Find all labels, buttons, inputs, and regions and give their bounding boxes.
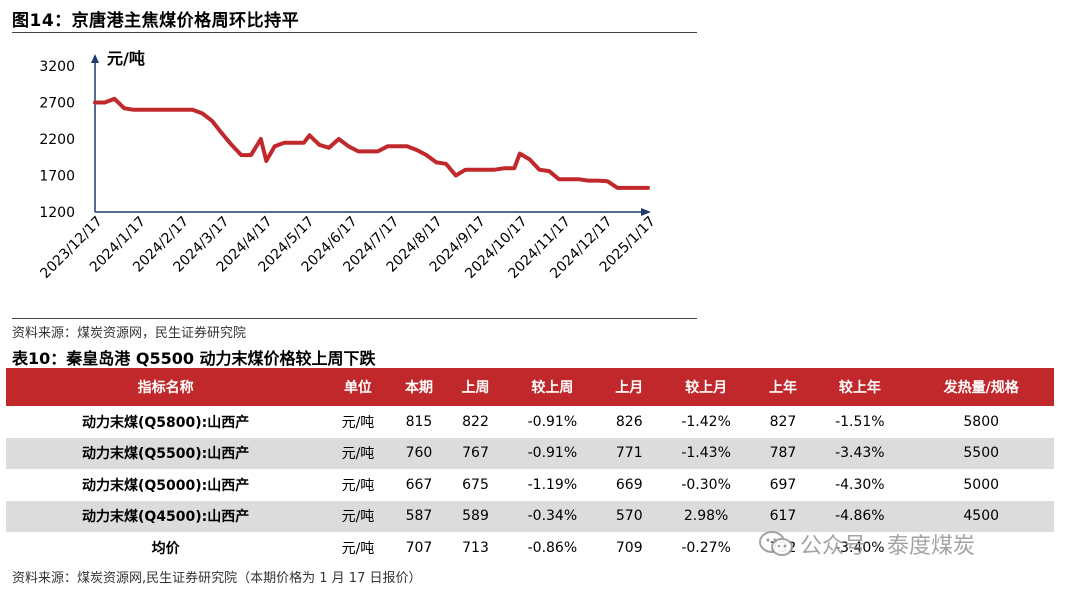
table-cell: 767 — [447, 437, 504, 469]
table-cell: 827 — [769, 413, 797, 430]
table-cell: -0.86% — [527, 539, 578, 556]
table-cell: 709 — [615, 539, 643, 556]
table-cell: 5500 — [908, 437, 1054, 469]
table-row: 动力末煤(Q5000):山西产 元/吨 667 675 -1.19% 669 -0.30% 6… — [6, 469, 1054, 501]
row-label-cell: 动力末煤(Q5800):山西产 — [81, 414, 250, 431]
table-cell: 5000 — [963, 476, 1000, 493]
price-line-chart: 元/吨120017002200270032002023/12/172024/1/… — [37, 49, 658, 282]
table-header-row: 指标名称 单位 本期 上周 较上周 上月 较上月 上年 较上年 发热量/规格 — [6, 368, 1054, 406]
table-cell: 697 — [769, 476, 797, 493]
watermark: 公众号 · 泰度煤炭 — [758, 528, 975, 560]
column-header: 发热量/规格 — [908, 368, 1054, 406]
column-header: 较上年 — [811, 368, 909, 406]
column-header: 指标名称 — [6, 368, 326, 406]
y-tick-label: 2200 — [39, 132, 75, 148]
row-label-cell: 动力末煤(Q5000):山西产 — [81, 477, 250, 494]
row-label-cell: 动力末煤(Q5500):山西产 — [6, 437, 326, 469]
table-cell: 675 — [462, 476, 489, 493]
table-cell: 元/吨 — [341, 540, 375, 557]
table-cell: -1.42% — [681, 413, 731, 430]
table-cell: 822 — [462, 413, 489, 430]
table-cell: 元/吨 — [325, 500, 391, 532]
table-cell: 713 — [462, 539, 489, 556]
table-cell: 760 — [390, 437, 448, 469]
table-cell: -0.30% — [681, 476, 731, 493]
table-cell: 787 — [754, 437, 812, 469]
table-cell: -0.91% — [527, 413, 578, 430]
y-tick-label: 1700 — [39, 169, 75, 185]
table-body: 动力末煤(Q5800):山西产 元/吨 815 822 -0.91% 826 -1.42% 8… — [6, 406, 1054, 564]
column-header: 本期 — [390, 368, 448, 406]
table-cell: -3.40% — [835, 539, 885, 556]
column-header: 上年 — [754, 368, 812, 406]
column-header: 较上月 — [657, 368, 755, 406]
price-table: 指标名称 单位 本期 上周 较上周 上月 较上月 上年 较上年 发热量/规格 动力末煤(Q5800… — [6, 368, 1054, 564]
table-cell: 587 — [390, 500, 448, 532]
price-series-line — [93, 96, 650, 190]
table-cell: 617 — [754, 500, 812, 532]
figure-title: 图14：京唐港主焦煤价格周环比持平 — [12, 11, 300, 31]
y-axis-label: 元/吨 — [107, 49, 145, 68]
table-cell: -4.30% — [835, 476, 885, 493]
table-cell: 2.98% — [657, 500, 755, 532]
table-cell: 元/吨 — [325, 437, 391, 469]
column-header: 较上周 — [503, 368, 601, 406]
table-cell: 元/吨 — [341, 477, 375, 494]
table-source: 资料来源：煤炭资源网,民生证券研究院（本期价格为 1 月 17 日报价） — [12, 571, 422, 586]
table-cell: -4.86% — [811, 500, 909, 532]
row-label-cell: 均价 — [151, 540, 180, 557]
y-tick-label: 1200 — [39, 205, 75, 221]
table-cell: -1.51% — [835, 413, 885, 430]
chart-bottom-rule — [12, 318, 697, 319]
column-header: 上月 — [600, 368, 658, 406]
table-cell: 570 — [600, 500, 658, 532]
table-cell: 589 — [447, 500, 504, 532]
table-row: 动力末煤(Q4500):山西产 元/吨 587 589 -0.34% 570 2.98% 61… — [6, 500, 1054, 532]
table-cell: 667 — [405, 476, 433, 493]
table-cell: -0.91% — [503, 437, 601, 469]
table-cell: 771 — [600, 437, 658, 469]
table-cell: 4500 — [908, 500, 1054, 532]
y-axis-arrow — [91, 54, 99, 63]
y-tick-label: 2700 — [39, 96, 75, 112]
table-row: 动力末煤(Q5800):山西产 元/吨 815 822 -0.91% 826 -1.42% 8… — [6, 406, 1054, 438]
table-cell: 5800 — [963, 413, 1000, 430]
table-cell: -0.34% — [503, 500, 601, 532]
table-cell: 815 — [405, 413, 433, 430]
column-header: 上周 — [447, 368, 504, 406]
wechat-icon — [759, 531, 793, 556]
table-row: 动力末煤(Q5500):山西产 元/吨 760 767 -0.91% 771 -1.43% 7… — [6, 437, 1054, 469]
table-title: 表10：秦皇岛港 Q5500 动力末煤价格较上周下跌 — [12, 349, 376, 368]
column-header: 单位 — [325, 368, 391, 406]
watermark-text: 公众号 · 泰度煤炭 — [800, 534, 975, 559]
title-rule — [12, 32, 697, 33]
chart-source: 资料来源：煤炭资源网，民生证券研究院 — [12, 326, 247, 341]
table-cell: 707 — [405, 539, 433, 556]
table-cell: 669 — [615, 476, 643, 493]
table-cell: 826 — [615, 413, 643, 430]
table-cell: 元/吨 — [341, 414, 375, 431]
table-cell: -3.43% — [811, 437, 909, 469]
table-cell: -0.27% — [681, 539, 731, 556]
table-cell: -1.19% — [527, 476, 578, 493]
y-tick-label: 3200 — [39, 59, 75, 75]
table-cell: -1.43% — [657, 437, 755, 469]
row-label-cell: 动力末煤(Q4500):山西产 — [6, 500, 326, 532]
x-axis-arrow — [641, 208, 651, 216]
